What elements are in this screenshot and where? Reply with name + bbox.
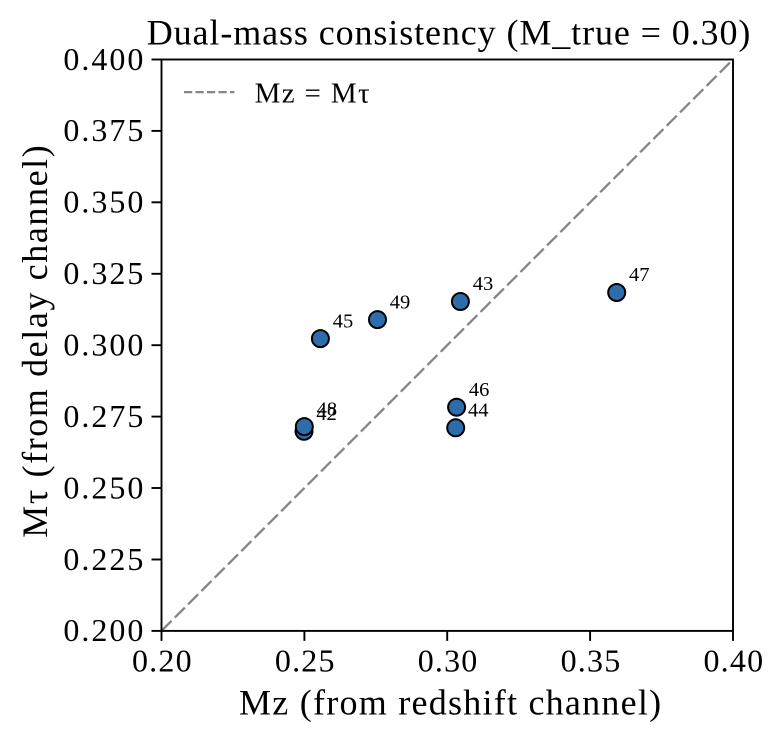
svg-text:45: 45	[333, 310, 354, 332]
svg-text:0.30: 0.30	[418, 643, 479, 679]
svg-text:Mz (from redshift channel): Mz (from redshift channel)	[239, 682, 662, 722]
svg-text:0.35: 0.35	[561, 643, 622, 679]
svg-text:Mz = Mτ: Mz = Mτ	[255, 78, 371, 110]
svg-text:0.225: 0.225	[63, 541, 145, 577]
svg-text:0.375: 0.375	[63, 112, 145, 148]
svg-text:44: 44	[468, 400, 489, 422]
svg-text:0.275: 0.275	[63, 398, 145, 434]
svg-text:0.20: 0.20	[132, 643, 193, 679]
svg-text:0.250: 0.250	[63, 469, 145, 505]
svg-text:47: 47	[629, 264, 650, 286]
svg-text:0.325: 0.325	[63, 255, 145, 291]
svg-text:46: 46	[469, 379, 490, 401]
svg-text:Mτ (from delay channel): Mτ (from delay channel)	[15, 144, 55, 538]
svg-text:0.400: 0.400	[63, 41, 145, 77]
svg-text:0.200: 0.200	[63, 612, 145, 648]
svg-text:42: 42	[316, 403, 337, 425]
svg-text:43: 43	[473, 273, 494, 295]
svg-text:49: 49	[390, 291, 411, 313]
svg-text:0.350: 0.350	[63, 184, 145, 220]
svg-text:0.300: 0.300	[63, 327, 145, 363]
svg-text:0.25: 0.25	[275, 643, 336, 679]
svg-text:48: 48	[317, 398, 338, 420]
svg-text:Dual-mass consistency (M_true: Dual-mass consistency (M_true = 0.30)	[147, 13, 751, 53]
svg-text:0.40: 0.40	[703, 643, 764, 679]
